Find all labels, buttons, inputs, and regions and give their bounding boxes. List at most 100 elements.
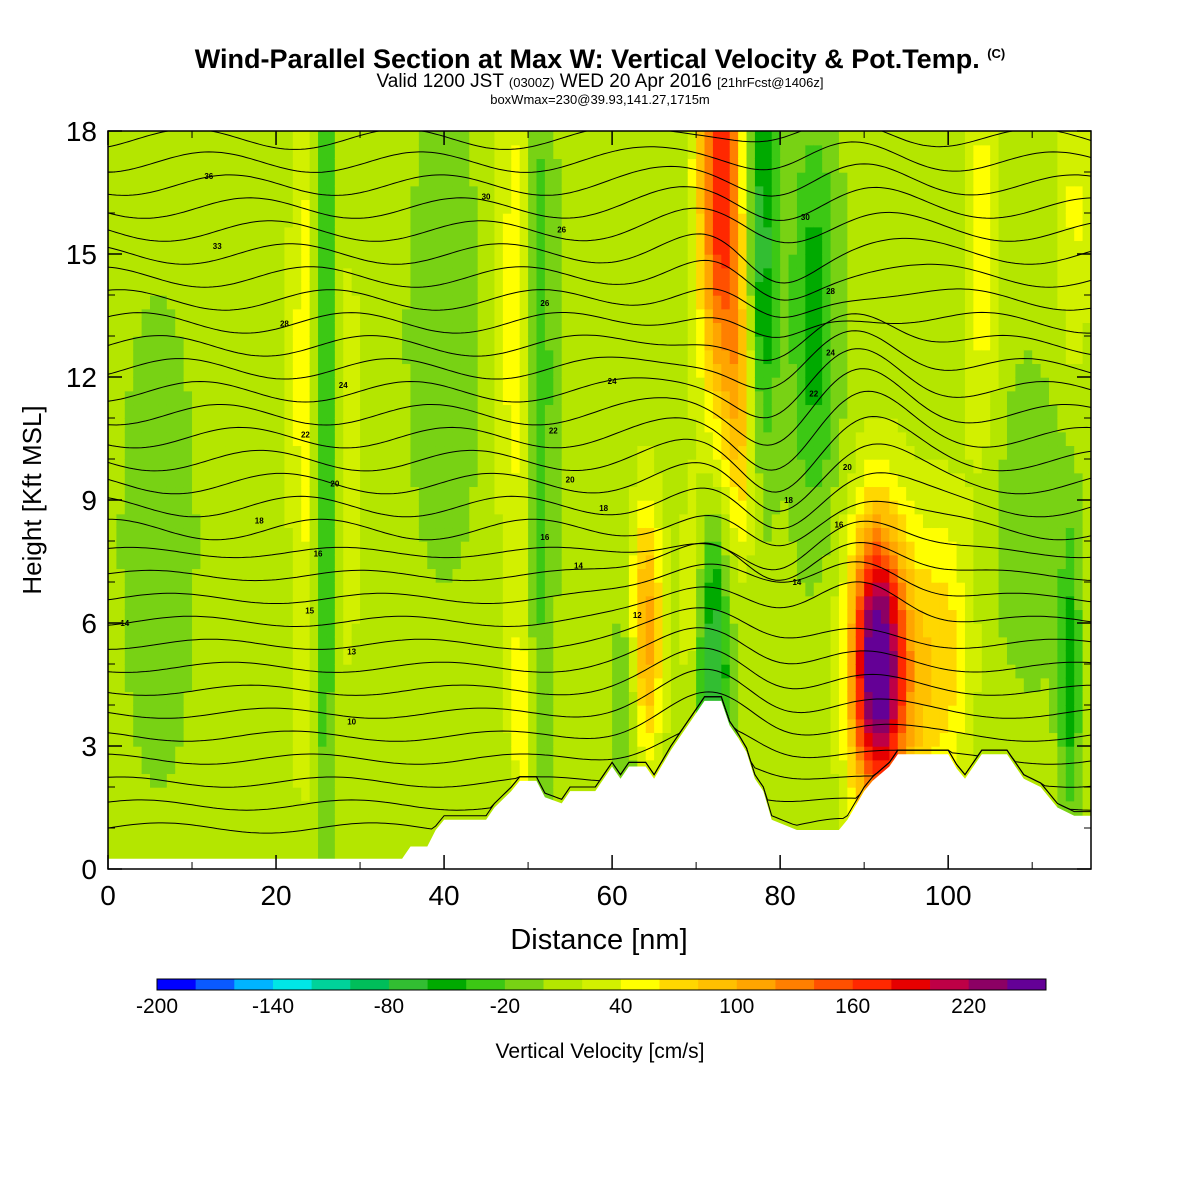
y-axis-label: Height [Kft MSL] bbox=[17, 405, 47, 594]
contour-label: 24 bbox=[826, 348, 835, 357]
isentrope-line bbox=[108, 348, 1091, 419]
contour-label: 22 bbox=[549, 426, 558, 435]
contour-label: 14 bbox=[120, 619, 129, 628]
chart-title: Wind-Parallel Section at Max W: Vertical… bbox=[0, 44, 1200, 75]
isentrope-line bbox=[108, 313, 1091, 361]
x-tick-label: 60 bbox=[597, 880, 628, 911]
colorbar-tick-label: -140 bbox=[252, 995, 294, 1018]
contour-label: 18 bbox=[599, 504, 608, 513]
x-tick-label: 100 bbox=[925, 880, 972, 911]
subtitle-date: WED 20 Apr 2016 bbox=[559, 71, 712, 92]
isentrope-line bbox=[108, 368, 1091, 446]
colorbar-tick-label: -80 bbox=[374, 995, 404, 1018]
colorbar-tick-label: -200 bbox=[136, 995, 178, 1018]
colorbar-tick-label: 160 bbox=[835, 995, 870, 1018]
y-tick-label: 6 bbox=[81, 608, 97, 639]
contour-label: 24 bbox=[339, 381, 348, 390]
contour-label: 30 bbox=[482, 193, 491, 202]
colorbar-swatch bbox=[891, 979, 931, 990]
colorbar-tick-label: 100 bbox=[719, 995, 754, 1018]
contour-labels: 36 33 28 24 22 20 18 16 15 14 13 10 30 26 26 24 22 20 18 16… bbox=[120, 172, 852, 726]
colorbar-swatch bbox=[157, 979, 197, 990]
colorbar-swatch bbox=[272, 979, 313, 990]
isentrope-line bbox=[108, 668, 1091, 719]
isentrope-line bbox=[108, 141, 1091, 173]
y-tick-label: 18 bbox=[66, 116, 97, 147]
colorbar-swatch bbox=[968, 979, 1008, 990]
contour-label: 20 bbox=[330, 480, 339, 489]
colorbar-swatch bbox=[427, 979, 467, 990]
colorbar-swatch bbox=[852, 979, 892, 990]
colorbar-swatch bbox=[659, 979, 699, 990]
isentrope-line bbox=[108, 207, 1091, 244]
colorbar-swatch bbox=[311, 979, 351, 990]
isentrope-line bbox=[108, 186, 1091, 221]
contour-label: 28 bbox=[280, 320, 289, 329]
contour-label: 14 bbox=[792, 578, 801, 587]
isentrope-line bbox=[108, 390, 1091, 471]
contour-label: 28 bbox=[826, 287, 835, 296]
isentrope-line bbox=[108, 696, 1091, 765]
colorbar-frame bbox=[156, 978, 1047, 991]
colorbar-swatch bbox=[698, 979, 738, 990]
chart-subtitle: Valid 1200 JST (0300Z) WED 20 Apr 2016 [… bbox=[0, 71, 1200, 93]
colorbar-swatch bbox=[234, 979, 274, 990]
contour-label: 26 bbox=[557, 225, 566, 234]
colorbar-swatch bbox=[388, 979, 428, 990]
x-tick-label: 0 bbox=[100, 880, 116, 911]
chart-title-text: Wind-Parallel Section at Max W: Vertical… bbox=[194, 44, 980, 74]
contour-label: 36 bbox=[204, 172, 213, 181]
colorbar-swatch bbox=[736, 979, 776, 990]
contour-label: 18 bbox=[255, 517, 264, 526]
subtitle-forecast: [21hrFcst@1406z] bbox=[717, 75, 824, 90]
chart-box-info: boxWmax=230@39.93,141.27,1715m bbox=[490, 92, 710, 107]
colorbar-swatch bbox=[775, 979, 815, 990]
contour-label: 14 bbox=[574, 562, 583, 571]
colorbar-tick-label: 40 bbox=[609, 995, 632, 1018]
colorbar-swatch bbox=[1007, 979, 1047, 990]
isentrope-line bbox=[108, 415, 1091, 493]
isentrope-line bbox=[108, 561, 1091, 604]
colorbar-swatch bbox=[930, 979, 970, 990]
isentrope-line bbox=[108, 233, 1091, 284]
isentrope-line bbox=[108, 259, 1091, 301]
isentrope-line bbox=[108, 443, 1091, 512]
colorbar-label: Vertical Velocity [cm/s] bbox=[496, 1040, 705, 1063]
x-tick-label: 20 bbox=[260, 880, 291, 911]
x-axis-label: Distance [nm] bbox=[510, 924, 687, 956]
colorbar-swatch bbox=[195, 979, 235, 990]
contour-label: 13 bbox=[347, 648, 356, 657]
y-tick-label: 0 bbox=[81, 854, 97, 885]
contour-label: 15 bbox=[305, 607, 314, 616]
isentrope-line bbox=[108, 288, 1091, 318]
isentrope-line bbox=[108, 311, 1091, 338]
contour-label: 33 bbox=[213, 242, 222, 251]
isentrope-line bbox=[108, 131, 1091, 150]
isentrope-line bbox=[108, 541, 1091, 582]
colorbar-tick-label: 220 bbox=[951, 995, 986, 1018]
contour-label: 20 bbox=[566, 476, 575, 485]
colorbar-swatch bbox=[620, 979, 660, 990]
contour-label: 22 bbox=[301, 430, 310, 439]
isentrope-line bbox=[108, 103, 1091, 127]
isentrope-line bbox=[108, 607, 1091, 650]
y-tick-label: 12 bbox=[66, 362, 97, 393]
colorbar: -200 -140 -80 -20 40 100 160 220 bbox=[136, 978, 1047, 1018]
y-tick-label: 9 bbox=[81, 485, 97, 516]
contour-label: 12 bbox=[633, 611, 642, 620]
contour-label: 10 bbox=[347, 717, 356, 726]
subtitle-utc: (0300Z) bbox=[508, 75, 555, 90]
colorbar-swatch bbox=[814, 979, 854, 990]
isentrope-line bbox=[108, 581, 1091, 628]
isentrope-line bbox=[108, 472, 1091, 530]
subtitle-valid: Valid 1200 JST bbox=[376, 71, 504, 92]
isentrope-line bbox=[108, 500, 1091, 547]
isentrope-line bbox=[108, 627, 1091, 673]
potential-temperature-contours bbox=[108, 103, 1091, 834]
y-tick-label: 3 bbox=[81, 731, 97, 762]
y-tick-label: 15 bbox=[66, 239, 97, 270]
contour-label: 26 bbox=[540, 299, 549, 308]
isentrope-line bbox=[108, 691, 1091, 742]
